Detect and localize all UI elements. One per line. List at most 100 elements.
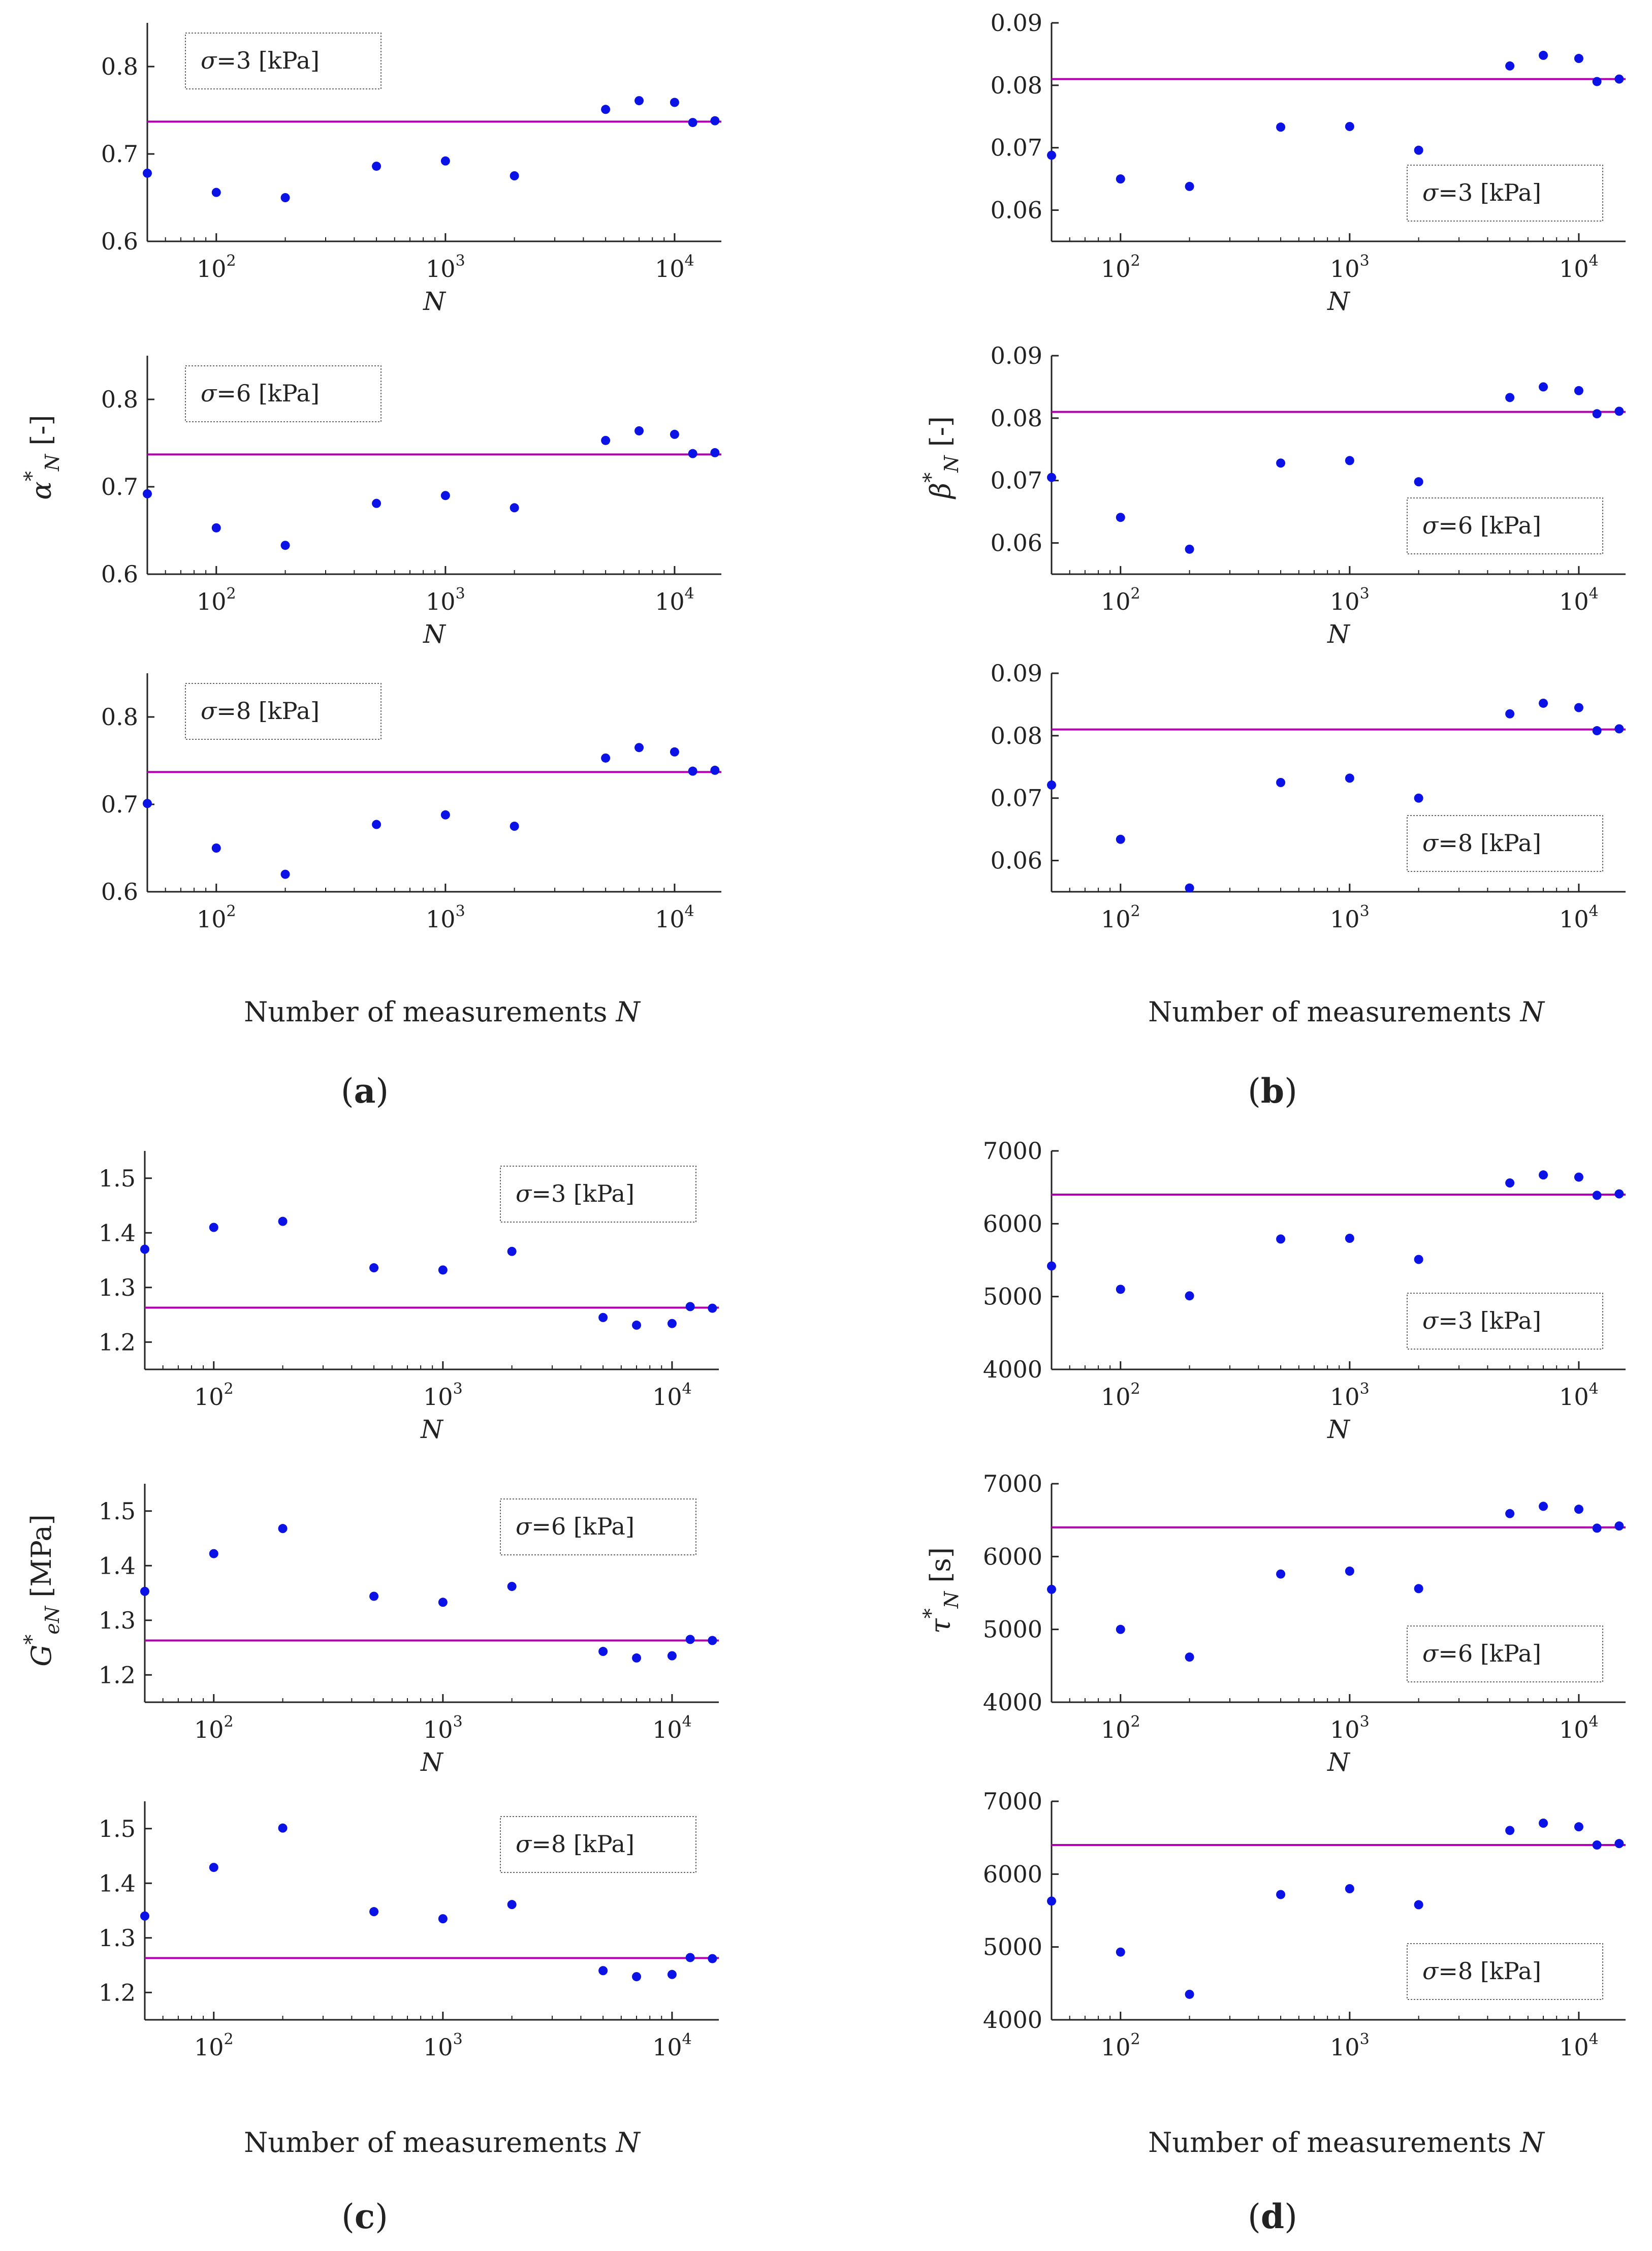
subplot-a-sigma-6: 0.6 0.7 0.8 102 103 104 Nσ=6 [kPa] xyxy=(101,356,721,649)
x-tick-label: 102 xyxy=(1101,252,1140,283)
data-point xyxy=(1047,1896,1056,1906)
data-point xyxy=(1185,544,1194,554)
data-point xyxy=(1345,1884,1354,1893)
x-tick-label: 104 xyxy=(1559,2030,1599,2061)
data-point xyxy=(1345,773,1354,783)
data-point xyxy=(372,498,382,508)
y-tick-label: 0.8 xyxy=(101,53,138,80)
data-point xyxy=(710,765,720,775)
y-tick-label: 0.07 xyxy=(991,467,1042,494)
legend-label: σ=3 [kPa] xyxy=(516,1180,634,1207)
y-tick-label: 0.6 xyxy=(101,560,138,588)
x-tick-label: 102 xyxy=(1101,1713,1140,1743)
y-tick-label: 0.06 xyxy=(991,529,1042,557)
y-tick-label: 0.09 xyxy=(991,342,1042,369)
data-point xyxy=(1276,778,1286,787)
data-point xyxy=(1574,1172,1583,1182)
legend-box xyxy=(185,683,382,740)
data-point xyxy=(1116,174,1125,184)
x-tick-label: 103 xyxy=(1330,1713,1370,1743)
x-tick-label: 104 xyxy=(652,1380,692,1411)
data-point xyxy=(1614,74,1624,84)
data-point xyxy=(688,766,697,776)
data-point xyxy=(438,1598,448,1607)
subplot-d-sigma-8: 4000 5000 6000 7000 102 103 104 σ=8 [kPa] xyxy=(983,1788,1626,2061)
y-axis-label: β*N [-] xyxy=(919,416,963,499)
x-tick-label: 104 xyxy=(1559,585,1599,615)
legend-box xyxy=(185,365,382,422)
data-point xyxy=(507,1582,517,1591)
data-point xyxy=(634,743,644,753)
y-tick-label: 1.3 xyxy=(99,1607,136,1634)
data-point xyxy=(1276,1890,1286,1899)
x-tick-label: 102 xyxy=(1101,1380,1140,1411)
x-tick-label: 103 xyxy=(1330,585,1370,615)
data-point xyxy=(634,96,644,106)
data-point xyxy=(211,187,221,197)
data-point xyxy=(601,435,611,445)
data-point xyxy=(1592,77,1602,86)
y-tick-label: 0.09 xyxy=(991,660,1042,687)
x-axis-label: N xyxy=(423,619,447,649)
x-axis-label: N xyxy=(420,1747,444,1777)
panel-label: (b) xyxy=(1248,1071,1297,1111)
data-point xyxy=(1505,709,1515,718)
y-tick-label: 1.4 xyxy=(99,1552,136,1579)
y-tick-label: 0.08 xyxy=(991,404,1042,432)
legend-label: σ=8 [kPa] xyxy=(1422,1957,1541,1985)
y-tick-label: 7000 xyxy=(983,1788,1042,1815)
legend-box xyxy=(1407,1293,1603,1350)
subplot-b-sigma-3: 0.06 0.07 0.08 0.09 102 103 104 Nσ=3 [kPa] xyxy=(991,9,1626,316)
x-tick-label: 102 xyxy=(197,902,236,933)
data-point xyxy=(1614,407,1624,416)
data-point xyxy=(1614,1189,1624,1199)
subplot-b-sigma-8: 0.06 0.07 0.08 0.09 102 103 104 σ=8 [kPa] xyxy=(991,660,1626,933)
data-point xyxy=(209,1863,218,1872)
y-tick-label: 4000 xyxy=(983,1689,1042,1716)
y-tick-label: 1.5 xyxy=(99,1497,136,1525)
legend-box xyxy=(500,1498,696,1555)
legend-box xyxy=(1407,497,1603,554)
data-point xyxy=(601,753,611,763)
panel-label: (c) xyxy=(341,2197,388,2236)
legend-label: σ=3 [kPa] xyxy=(1422,1307,1541,1334)
x-tick-label: 102 xyxy=(1101,585,1140,615)
y-tick-label: 0.7 xyxy=(101,791,138,818)
data-point xyxy=(1047,780,1056,790)
legend-label: σ=6 [kPa] xyxy=(1422,512,1541,539)
data-point xyxy=(1185,1652,1194,1662)
legend-label: σ=3 [kPa] xyxy=(201,47,320,74)
x-tick-label: 103 xyxy=(1330,1380,1370,1411)
data-point xyxy=(143,799,152,808)
data-point xyxy=(667,1651,677,1661)
data-point xyxy=(1539,698,1548,708)
data-point xyxy=(1414,1900,1423,1910)
y-tick-label: 0.08 xyxy=(991,722,1042,749)
y-tick-label: 0.06 xyxy=(991,847,1042,874)
data-point xyxy=(632,1320,642,1330)
x-tick-label: 104 xyxy=(1559,1713,1599,1743)
data-point xyxy=(1047,150,1056,160)
panels: 0.6 0.7 0.8 102 103 104 Nσ=3 [kPa] 0.6 0.7 0.8 102… xyxy=(20,9,1626,2236)
y-tick-label: 1.2 xyxy=(99,1328,136,1356)
y-tick-label: 1.4 xyxy=(99,1869,136,1897)
x-axis-label: N xyxy=(420,1415,444,1444)
x-tick-label: 104 xyxy=(1559,902,1599,933)
data-point xyxy=(1505,1178,1515,1188)
panel-d: 4000 5000 6000 7000 102 103 104 Nσ=3 [kPa] 4000 5… xyxy=(919,1137,1626,2236)
x-tick-label: 102 xyxy=(194,1713,234,1743)
data-point xyxy=(510,171,519,180)
data-point xyxy=(1414,793,1423,803)
data-point xyxy=(211,523,221,533)
data-point xyxy=(1276,1569,1286,1579)
panel-a: 0.6 0.7 0.8 102 103 104 Nσ=3 [kPa] 0.6 0.7 0.8 102… xyxy=(20,23,721,1111)
data-point xyxy=(510,822,519,831)
data-point xyxy=(1574,54,1583,64)
y-tick-label: 0.07 xyxy=(991,134,1042,162)
data-point xyxy=(209,1549,218,1558)
data-point xyxy=(670,98,679,107)
y-tick-label: 1.5 xyxy=(99,1165,136,1192)
subplot-a-sigma-3: 0.6 0.7 0.8 102 103 104 Nσ=3 [kPa] xyxy=(101,23,721,316)
legend-label: σ=6 [kPa] xyxy=(516,1513,634,1540)
